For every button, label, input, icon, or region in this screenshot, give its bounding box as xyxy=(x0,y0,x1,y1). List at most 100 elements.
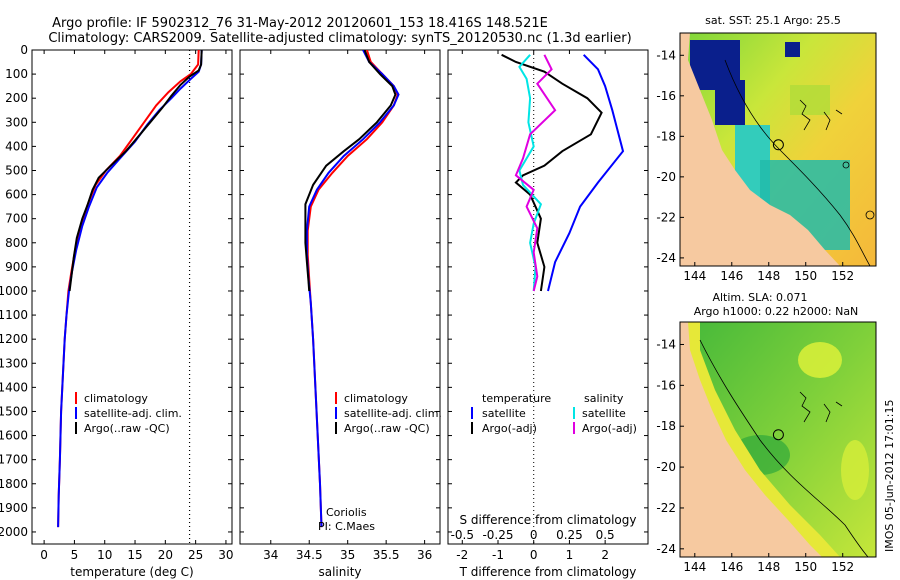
sst-reef-outline xyxy=(799,99,843,131)
sst-cold-patch-3 xyxy=(785,42,800,57)
salinity-annotation-pi: PI: C.Maes xyxy=(318,520,375,533)
x-tick-label: -1 xyxy=(492,548,504,562)
y-tick-label: 1600 xyxy=(0,429,28,443)
x-tick-label: 10 xyxy=(97,548,112,562)
imos-timestamp: IMOS 05-Jun-2012 17:01:15 xyxy=(883,399,896,552)
map-x-tick-label: 144 xyxy=(683,560,706,574)
salinity-annotation-source: Coriolis xyxy=(326,506,367,519)
sst-reef-ring-2 xyxy=(865,210,875,220)
map-x-tick-label: 150 xyxy=(794,269,817,283)
map-y-tick-label: -16 xyxy=(656,378,676,392)
legend-label-satellite: satellite-adj. clim. xyxy=(84,407,182,420)
sst-map-title: sat. SST: 25.1 Argo: 25.5 xyxy=(705,14,841,27)
x-top-tick-label: -0.25 xyxy=(482,528,513,542)
map-y-tick-label: -14 xyxy=(656,48,676,62)
map-y-tick-label: -14 xyxy=(656,337,676,351)
x-tick-label: 1 xyxy=(566,548,574,562)
map-x-tick-label: 146 xyxy=(720,560,743,574)
y-tick-label: 1300 xyxy=(0,356,28,370)
temperature-panel-frame xyxy=(31,49,233,545)
x-tick-label: 34 xyxy=(263,548,278,562)
sla-map-frame xyxy=(679,321,877,558)
x-tick-label: 20 xyxy=(158,548,173,562)
sst-warm-patch xyxy=(790,85,830,115)
map-y-tick-label: -16 xyxy=(656,89,676,103)
series-line-temperature-satellite xyxy=(547,54,625,292)
sla-map xyxy=(679,321,877,558)
sla-map-title-line1: Altim. SLA: 0.071 xyxy=(712,291,807,304)
y-tick-label: 400 xyxy=(5,139,28,153)
map-y-tick-label: -18 xyxy=(656,419,676,433)
series-line-salinity-argo-adj- xyxy=(514,54,557,292)
y-tick-label: 1500 xyxy=(0,404,28,418)
map-x-tick-label: 144 xyxy=(683,269,706,283)
map-x-tick-label: 148 xyxy=(757,269,780,283)
y-tick-label: 200 xyxy=(5,91,28,105)
sst-map-land xyxy=(680,33,840,266)
difference-x-label: T difference from climatology xyxy=(459,565,637,579)
sst-argo-position-marker xyxy=(772,139,784,151)
x-top-tick-label: -0.5 xyxy=(451,528,474,542)
difference-top-x-label: S difference from climatology xyxy=(460,513,637,527)
temperature-legend: climatology satellite-adj. clim. Argo(..… xyxy=(75,392,182,435)
series-line-argo-raw-qc- xyxy=(304,50,397,292)
legend-label-sal-satellite: satellite xyxy=(582,407,626,420)
map-y-tick-label: -20 xyxy=(656,170,676,184)
map-x-tick-label: 152 xyxy=(831,269,854,283)
y-tick-label: 700 xyxy=(5,212,28,226)
sla-shelf-contour xyxy=(699,339,869,558)
y-tick-label: 300 xyxy=(5,115,28,129)
sla-high-patch xyxy=(841,440,869,500)
map-x-tick-label: 152 xyxy=(831,560,854,574)
series-line-argo-raw-qc- xyxy=(68,50,203,292)
sst-reef-ring-1 xyxy=(842,161,850,169)
y-tick-label: 500 xyxy=(5,163,28,177)
x-top-tick-label: 0.25 xyxy=(556,528,583,542)
figure-title-line1: Argo profile: IF 5902312_76 31-May-2012 … xyxy=(52,16,548,31)
difference-legend-salinity: salinity satellite Argo(-adj) xyxy=(573,392,637,435)
x-tick-label: -2 xyxy=(456,548,468,562)
difference-panel-frame xyxy=(447,49,649,545)
map-y-tick-label: -24 xyxy=(656,251,676,265)
legend-label-climatology: climatology xyxy=(344,392,408,405)
y-tick-label: 600 xyxy=(5,188,28,202)
salinity-legend: climatology satellite-adj. clim. Argo(..… xyxy=(335,392,442,435)
sla-high-patch xyxy=(798,342,842,378)
x-top-tick-label: 0.5 xyxy=(596,528,615,542)
map-y-tick-label: -18 xyxy=(656,129,676,143)
y-tick-label: 1800 xyxy=(0,477,28,491)
legend-title-salinity: salinity xyxy=(584,392,624,405)
difference-legend-temperature: temperature satellite Argo(-adj) xyxy=(471,392,551,435)
x-tick-label: 0 xyxy=(530,548,538,562)
sla-map-land xyxy=(680,322,822,557)
x-tick-label: 34.5 xyxy=(296,548,323,562)
legend-label-temp-satellite: satellite xyxy=(482,407,526,420)
sst-map xyxy=(679,32,877,267)
x-tick-label: 25 xyxy=(188,548,203,562)
x-tick-label: 30 xyxy=(218,548,233,562)
map-y-tick-label: -20 xyxy=(656,460,676,474)
sst-map-frame xyxy=(679,32,877,267)
series-line-temperature-argo-adj- xyxy=(501,53,603,292)
sst-cold-patch-2 xyxy=(715,80,745,125)
x-tick-label: 36 xyxy=(417,548,432,562)
map-x-tick-label: 146 xyxy=(720,269,743,283)
x-tick-label: 0 xyxy=(40,548,48,562)
y-tick-label: 1200 xyxy=(0,332,28,346)
series-line-satellite-adj-clim- xyxy=(305,50,400,528)
legend-label-sal-argo: Argo(-adj) xyxy=(582,422,637,435)
sla-argo-position-marker xyxy=(772,429,784,441)
legend-label-satellite: satellite-adj. clim. xyxy=(344,407,442,420)
y-tick-label: 1400 xyxy=(0,380,28,394)
x-tick-label: 2 xyxy=(601,548,609,562)
figure-title-line2: Climatology: CARS2009. Satellite-adjuste… xyxy=(48,31,631,46)
series-line-salinity-satellite xyxy=(518,54,543,292)
legend-label-temp-argo: Argo(-adj) xyxy=(482,422,537,435)
y-tick-label: 1700 xyxy=(0,453,28,467)
sla-map-title-line2: Argo h1000: 0.22 h2000: NaN xyxy=(694,305,859,318)
map-y-tick-label: -22 xyxy=(656,210,676,224)
map-y-tick-label: -22 xyxy=(656,501,676,515)
legend-label-argo: Argo(..raw -QC) xyxy=(84,422,170,435)
y-tick-label: 800 xyxy=(5,236,28,250)
